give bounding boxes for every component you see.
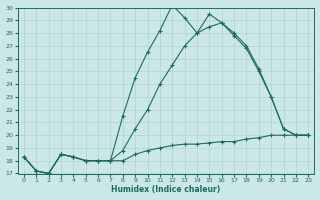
X-axis label: Humidex (Indice chaleur): Humidex (Indice chaleur) [111, 185, 221, 194]
